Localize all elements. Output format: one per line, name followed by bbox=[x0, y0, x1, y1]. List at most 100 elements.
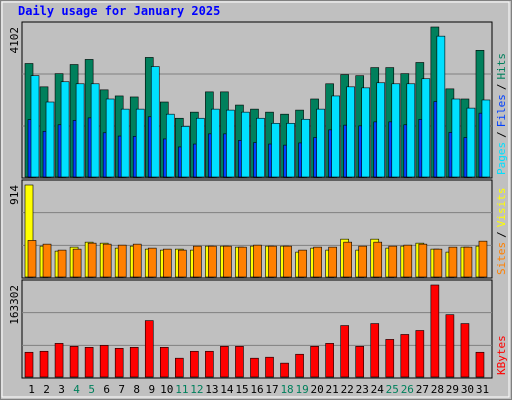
bar bbox=[24, 351, 34, 378]
bar bbox=[114, 348, 124, 378]
x-tick-label: 25 bbox=[386, 383, 399, 396]
x-tick-label: 29 bbox=[446, 383, 459, 396]
bar bbox=[75, 83, 85, 178]
x-tick-label: 12 bbox=[190, 383, 203, 396]
bar bbox=[346, 86, 355, 178]
y-tick-label: 163302 bbox=[8, 285, 21, 325]
bar bbox=[190, 350, 199, 378]
x-tick-label: 4 bbox=[73, 383, 80, 396]
x-tick-label: 10 bbox=[160, 383, 173, 396]
bar bbox=[147, 247, 157, 278]
bar bbox=[391, 83, 401, 178]
bar bbox=[466, 107, 476, 178]
bar bbox=[205, 350, 214, 378]
bar bbox=[193, 245, 202, 278]
legend-entry: Pages bbox=[495, 142, 508, 175]
legend: Pages / Files / Hits bbox=[495, 53, 508, 175]
bar bbox=[295, 353, 304, 378]
bar bbox=[253, 244, 262, 278]
x-tick-label: 13 bbox=[205, 383, 218, 396]
bar bbox=[385, 339, 395, 378]
x-tick-label: 31 bbox=[476, 383, 489, 396]
y-tick-label: 914 bbox=[8, 185, 21, 205]
bar bbox=[90, 83, 100, 178]
x-tick-label: 9 bbox=[148, 383, 155, 396]
x-tick-label: 7 bbox=[118, 383, 125, 396]
x-tick-label: 21 bbox=[326, 383, 339, 396]
x-tick-label: 3 bbox=[58, 383, 65, 396]
x-tick-label: 1 bbox=[28, 383, 35, 396]
x-tick-label: 20 bbox=[311, 383, 324, 396]
legend-entry: Hits bbox=[495, 53, 508, 80]
chart-title: Daily usage for January 2025 bbox=[18, 4, 220, 18]
bar bbox=[361, 87, 371, 178]
bar bbox=[460, 323, 470, 378]
bar bbox=[421, 78, 431, 178]
bar bbox=[87, 242, 97, 278]
bar bbox=[208, 245, 217, 278]
bar bbox=[162, 248, 172, 278]
legend-entry: Visits bbox=[495, 188, 508, 228]
bar bbox=[129, 347, 139, 378]
legend-entry: KBytes bbox=[495, 335, 508, 375]
bar bbox=[283, 245, 292, 278]
y-tick-label: 4102 bbox=[8, 27, 21, 54]
x-tick-label: 6 bbox=[103, 383, 110, 396]
bar bbox=[226, 109, 235, 178]
bar bbox=[451, 98, 461, 178]
bar bbox=[159, 347, 169, 378]
bar bbox=[57, 249, 67, 278]
bar bbox=[39, 350, 49, 378]
legend-separator: / bbox=[495, 131, 508, 138]
bar bbox=[298, 249, 307, 278]
bar bbox=[445, 314, 455, 378]
bar bbox=[415, 330, 425, 378]
bar bbox=[105, 98, 115, 178]
bar bbox=[178, 249, 187, 278]
x-tick-label: 2 bbox=[43, 383, 50, 396]
x-tick-label: 8 bbox=[133, 383, 140, 396]
x-tick-label: 18 bbox=[280, 383, 293, 396]
bar bbox=[256, 117, 265, 178]
bar bbox=[268, 245, 277, 278]
bar bbox=[102, 243, 112, 278]
legend: Sites / Visits bbox=[495, 188, 508, 276]
bar bbox=[370, 323, 380, 378]
bar bbox=[211, 108, 220, 178]
bar bbox=[135, 108, 145, 178]
x-tick-label: 19 bbox=[295, 383, 308, 396]
bar bbox=[340, 325, 349, 378]
legend: KBytes bbox=[495, 335, 508, 375]
x-tick-label: 5 bbox=[88, 383, 95, 396]
legend-entry: Files bbox=[495, 94, 508, 127]
bar bbox=[175, 357, 184, 378]
bar bbox=[235, 346, 244, 378]
bar bbox=[313, 246, 322, 278]
bar bbox=[132, 243, 142, 278]
bar bbox=[250, 357, 259, 378]
bar bbox=[72, 248, 82, 278]
bar bbox=[331, 95, 340, 178]
bar bbox=[238, 246, 247, 278]
bar bbox=[120, 108, 130, 178]
bar bbox=[301, 118, 310, 178]
bar bbox=[373, 241, 383, 278]
x-tick-label: 16 bbox=[250, 383, 263, 396]
x-tick-label: 11 bbox=[175, 383, 188, 396]
x-tick-label: 22 bbox=[341, 383, 354, 396]
bar bbox=[463, 246, 473, 278]
bar bbox=[388, 245, 398, 278]
bar bbox=[99, 345, 109, 378]
bar bbox=[481, 99, 491, 178]
bar bbox=[181, 126, 190, 178]
bar bbox=[30, 75, 40, 178]
bar bbox=[60, 81, 70, 178]
bar bbox=[430, 284, 440, 378]
bar bbox=[271, 122, 280, 178]
bar bbox=[150, 66, 160, 178]
bar bbox=[84, 347, 94, 378]
bar bbox=[448, 246, 458, 278]
bar bbox=[418, 243, 428, 278]
bar bbox=[265, 356, 274, 378]
